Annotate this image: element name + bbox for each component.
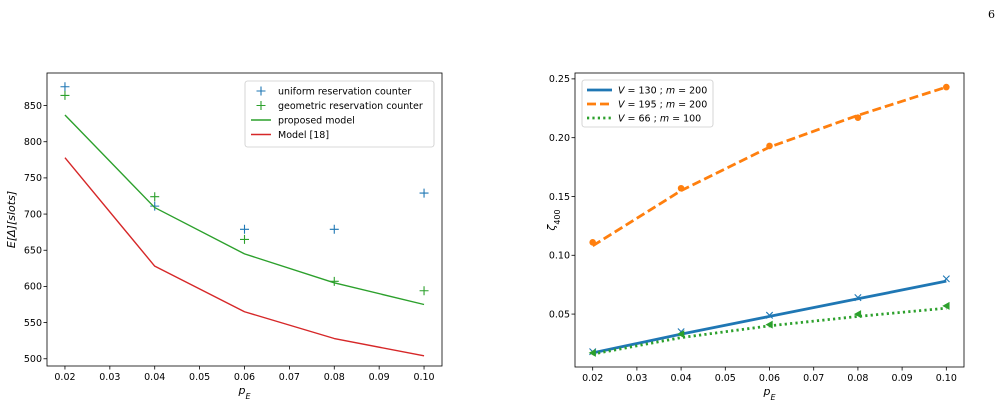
legend-label: Model [18]	[278, 130, 329, 141]
x-tick-label: 0.04	[144, 372, 165, 383]
legend-label: geometric reservation counter	[278, 101, 423, 112]
y-axis-label: E[Δ][slots]	[5, 191, 18, 248]
data-point-circle	[677, 184, 685, 192]
x-tick-label: 0.02	[582, 373, 603, 384]
data-point-triangle	[942, 301, 950, 310]
data-point-plus	[329, 224, 339, 234]
data-point-plus	[256, 86, 266, 96]
legend-box	[244, 80, 435, 148]
y-tick-label: 0.20	[549, 133, 570, 144]
data-point-plus	[60, 82, 70, 92]
y-tick-label: 600	[24, 282, 42, 293]
data-point-circle	[589, 239, 596, 246]
data-point-triangle	[765, 320, 773, 329]
series-v-130-m-200	[589, 275, 950, 356]
series-geometric-reservation-counter	[60, 90, 429, 296]
x-tick-label: 0.09	[369, 372, 390, 383]
series-line	[64, 114, 425, 306]
y-tick-label: 0.10	[549, 251, 570, 262]
y-tick-label: 0.15	[549, 192, 570, 203]
data-point-plus	[60, 90, 70, 100]
page-number: 6	[988, 8, 995, 21]
legend-box	[581, 79, 714, 128]
x-tick-label: 0.07	[803, 373, 824, 384]
series-proposed-model	[64, 114, 425, 306]
y-tick-label: 800	[24, 137, 42, 148]
data-point-triangle	[677, 330, 685, 339]
y-tick-label: 500	[24, 354, 42, 365]
data-point-circle	[766, 142, 773, 150]
legend-label: V = 66 ; m = 100	[618, 114, 701, 125]
y-tick-label: 750	[24, 173, 42, 184]
data-point-x	[854, 294, 862, 302]
data-point-x	[942, 275, 950, 283]
x-tick-label: 0.08	[324, 372, 345, 383]
data-point-triangle	[853, 310, 862, 319]
series-v-195-m-200	[589, 83, 950, 248]
data-point-circle	[854, 114, 862, 121]
x-tick-label: 0.04	[671, 373, 692, 384]
x-tick-label: 0.07	[279, 372, 300, 383]
y-tick-label: 0.25	[549, 74, 570, 85]
series-uniform-reservation-counter	[60, 82, 429, 234]
y-axis-label: ζ400	[545, 209, 562, 231]
x-tick-label: 0.05	[715, 373, 736, 384]
y-tick-label: 0.05	[549, 309, 570, 320]
data-point-circle	[943, 83, 950, 91]
series-model-18-	[64, 157, 425, 357]
data-point-triangle	[588, 348, 596, 357]
y-tick-label: 650	[24, 246, 42, 257]
x-tick-label: 0.08	[847, 373, 868, 384]
legend-label: uniform reservation counter	[278, 87, 411, 98]
data-point-plus	[150, 201, 160, 211]
legend-label: V = 130 ; m = 200	[618, 86, 707, 97]
data-point-plus	[240, 234, 249, 244]
x-tick-label: 0.03	[626, 373, 647, 384]
y-tick-label: 550	[24, 318, 42, 329]
data-point-plus	[256, 101, 266, 110]
data-point-plus	[419, 286, 429, 296]
x-tick-label: 0.05	[189, 372, 210, 383]
x-tick-label: 0.06	[759, 373, 780, 384]
right-chart: 0.02 0.03 0.04 0.05 0.06 0.07 0.08 0.09 0.10 0.05…	[545, 72, 965, 400]
x-tick-label: 0.03	[99, 372, 120, 383]
y-tick-label: 850	[24, 101, 42, 112]
series-line	[592, 279, 947, 355]
legend-label: proposed model	[278, 116, 355, 127]
x-axis-label: pE	[762, 385, 776, 400]
y-tick-label: 700	[24, 209, 42, 220]
x-tick-label: 0.02	[54, 372, 75, 383]
x-tick-label: 0.10	[413, 372, 434, 383]
data-point-plus	[150, 192, 160, 202]
x-tick-label: 0.10	[936, 373, 957, 384]
data-point-plus	[419, 188, 429, 198]
data-point-x	[765, 311, 774, 319]
x-tick-label: 0.09	[892, 373, 913, 384]
legend-label: V = 195 ; m = 200	[618, 100, 707, 111]
x-axis-label: pE	[237, 384, 251, 400]
series-v-66-m-100	[588, 301, 950, 357]
data-point-plus	[240, 224, 249, 234]
x-tick-label: 0.06	[234, 372, 255, 383]
left-chart: 0.02 0.03 0.04 0.05 0.06 0.07 0.08 0.09 0.10 500 5…	[5, 72, 443, 400]
series-line	[64, 157, 425, 357]
